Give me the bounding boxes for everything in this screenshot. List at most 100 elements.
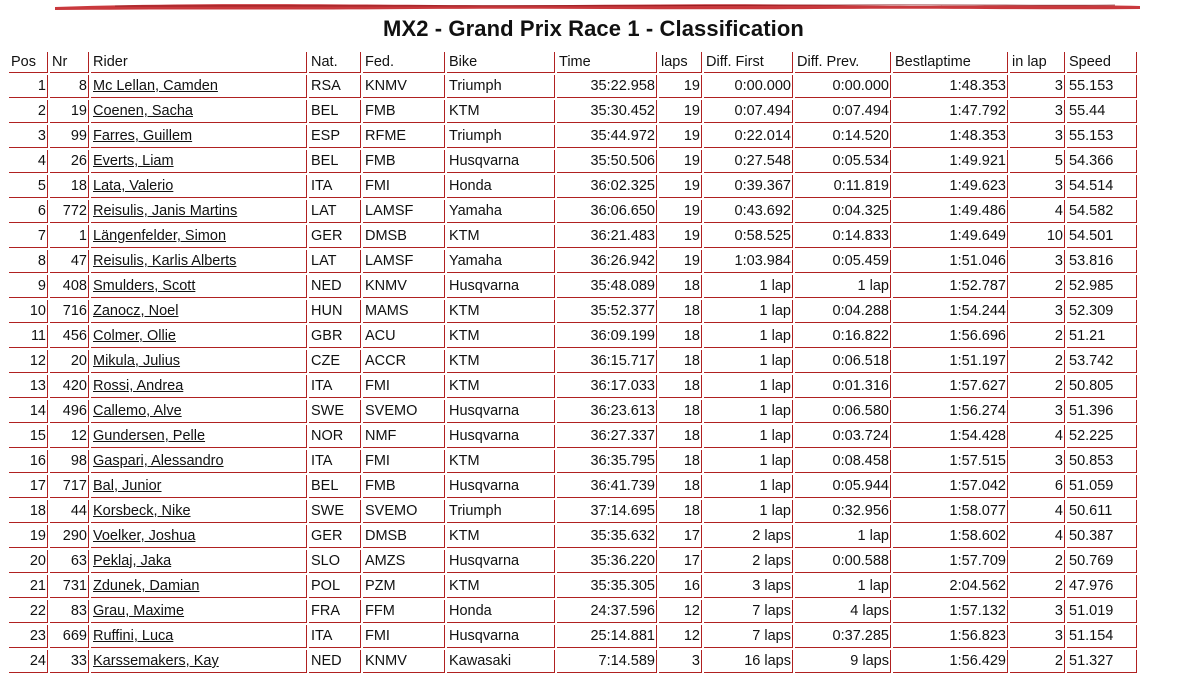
- cell-rider: Gaspari, Alessandro: [91, 450, 307, 473]
- cell-nr: 731: [50, 575, 89, 598]
- cell-fed: FMB: [363, 475, 445, 498]
- cell-speed: 55.44: [1067, 100, 1137, 123]
- cell-diff-first: 0:27.548: [704, 150, 793, 173]
- rider-link[interactable]: Coenen, Sacha: [93, 103, 193, 119]
- rider-link[interactable]: Bal, Junior: [93, 478, 162, 494]
- cell-bike: Triumph: [447, 75, 555, 98]
- header-nr: Nr: [50, 52, 89, 73]
- cell-diff-prev: 1 lap: [795, 275, 891, 298]
- cell-bestlaptime: 1:49.623: [893, 175, 1008, 198]
- cell-in-lap: 3: [1010, 75, 1065, 98]
- rider-link[interactable]: Grau, Maxime: [93, 603, 185, 619]
- cell-in-lap: 10: [1010, 225, 1065, 248]
- cell-diff-prev: 0:03.724: [795, 425, 891, 448]
- rider-link[interactable]: Colmer, Ollie: [93, 328, 176, 344]
- table-row: 11 456 Colmer, Ollie GBR ACU KTM 36:09.199 18 1 …: [9, 325, 1137, 348]
- cell-speed: 52.225: [1067, 425, 1137, 448]
- cell-fed: PZM: [363, 575, 445, 598]
- cell-nr: 717: [50, 475, 89, 498]
- cell-pos: 5: [9, 175, 48, 198]
- cell-diff-first: 1 lap: [704, 450, 793, 473]
- table-row: 22 83 Grau, Maxime FRA FFM Honda 24:37.596 12 7 …: [9, 600, 1137, 623]
- rider-link[interactable]: Mikula, Julius: [93, 353, 181, 369]
- cell-diff-first: 0:58.525: [704, 225, 793, 248]
- table-row: 4 26 Everts, Liam BEL FMB Husqvarna 35:50.506 1…: [9, 150, 1137, 173]
- rider-link[interactable]: Everts, Liam: [93, 153, 174, 169]
- cell-diff-first: 1 lap: [704, 325, 793, 348]
- rider-link[interactable]: Peklaj, Jaka: [93, 553, 172, 569]
- rider-link[interactable]: Gundersen, Pelle: [93, 428, 206, 444]
- header-time: Time: [557, 52, 657, 73]
- table-row: 6 772 Reisulis, Janis Martins LAT LAMSF Yamah…: [9, 200, 1137, 223]
- cell-diff-first: 1 lap: [704, 350, 793, 373]
- cell-diff-first: 0:39.367: [704, 175, 793, 198]
- rider-link[interactable]: Callemo, Alve: [93, 403, 182, 419]
- cell-laps: 16: [659, 575, 702, 598]
- cell-diff-first: 1:03.984: [704, 250, 793, 273]
- cell-rider: Mikula, Julius: [91, 350, 307, 373]
- cell-diff-prev: 0:07.494: [795, 100, 891, 123]
- cell-nr: 669: [50, 625, 89, 648]
- rider-link[interactable]: Ruffini, Luca: [93, 628, 174, 644]
- rider-link[interactable]: Zanocz, Noel: [93, 303, 179, 319]
- cell-bestlaptime: 1:56.823: [893, 625, 1008, 648]
- rider-link[interactable]: Karssemakers, Kay: [93, 653, 219, 669]
- cell-fed: FMB: [363, 150, 445, 173]
- rider-link[interactable]: Reisulis, Karlis Alberts: [93, 253, 237, 269]
- table-row: 10 716 Zanocz, Noel HUN MAMS KTM 35:52.377 18 1 …: [9, 300, 1137, 323]
- cell-in-lap: 3: [1010, 100, 1065, 123]
- cell-time: 24:37.596: [557, 600, 657, 623]
- rider-link[interactable]: Zdunek, Damian: [93, 578, 200, 594]
- cell-time: 37:14.695: [557, 500, 657, 523]
- cell-diff-prev: 0:00.000: [795, 75, 891, 98]
- rider-link[interactable]: Smulders, Scott: [93, 278, 196, 294]
- table-row: 21 731 Zdunek, Damian POL PZM KTM 35:35.305 16 3…: [9, 575, 1137, 598]
- cell-rider: Rossi, Andrea: [91, 375, 307, 398]
- cell-rider: Gundersen, Pelle: [91, 425, 307, 448]
- cell-diff-first: 0:00.000: [704, 75, 793, 98]
- rider-link[interactable]: Reisulis, Janis Martins: [93, 203, 238, 219]
- cell-fed: RFME: [363, 125, 445, 148]
- table-row: 12 20 Mikula, Julius CZE ACCR KTM 36:15.717 18 1…: [9, 350, 1137, 373]
- cell-speed: 53.742: [1067, 350, 1137, 373]
- cell-time: 36:17.033: [557, 375, 657, 398]
- cell-bestlaptime: 1:48.353: [893, 75, 1008, 98]
- rider-link[interactable]: Lata, Valerio: [93, 178, 174, 194]
- cell-pos: 23: [9, 625, 48, 648]
- cell-speed: 55.153: [1067, 75, 1137, 98]
- cell-diff-first: 2 laps: [704, 525, 793, 548]
- header-bike: Bike: [447, 52, 555, 73]
- cell-nr: 99: [50, 125, 89, 148]
- cell-bestlaptime: 1:58.077: [893, 500, 1008, 523]
- rider-link[interactable]: Korsbeck, Nike: [93, 503, 191, 519]
- cell-laps: 19: [659, 250, 702, 273]
- cell-pos: 15: [9, 425, 48, 448]
- cell-diff-prev: 0:05.944: [795, 475, 891, 498]
- rider-link[interactable]: Voelker, Joshua: [93, 528, 196, 544]
- table-row: 2 19 Coenen, Sacha BEL FMB KTM 35:30.452 19 0:07…: [9, 100, 1137, 123]
- cell-pos: 19: [9, 525, 48, 548]
- cell-bike: Husqvarna: [447, 150, 555, 173]
- cell-diff-first: 0:22.014: [704, 125, 793, 148]
- cell-pos: 18: [9, 500, 48, 523]
- cell-laps: 19: [659, 150, 702, 173]
- cell-fed: FFM: [363, 600, 445, 623]
- cell-time: 36:26.942: [557, 250, 657, 273]
- cell-pos: 11: [9, 325, 48, 348]
- cell-speed: 51.019: [1067, 600, 1137, 623]
- rider-link[interactable]: Mc Lellan, Camden: [93, 78, 218, 94]
- header-speed: Speed: [1067, 52, 1137, 73]
- cell-nat: LAT: [309, 200, 361, 223]
- rider-link[interactable]: Rossi, Andrea: [93, 378, 184, 394]
- rider-link[interactable]: Farres, Guillem: [93, 128, 193, 144]
- cell-nat: BEL: [309, 100, 361, 123]
- cell-nat: ESP: [309, 125, 361, 148]
- cell-pos: 20: [9, 550, 48, 573]
- rider-link[interactable]: Gaspari, Alessandro: [93, 453, 224, 469]
- cell-fed: AMZS: [363, 550, 445, 573]
- rider-link[interactable]: Längenfelder, Simon: [93, 228, 227, 244]
- cell-pos: 8: [9, 250, 48, 273]
- cell-laps: 18: [659, 475, 702, 498]
- cell-rider: Reisulis, Janis Martins: [91, 200, 307, 223]
- cell-speed: 52.985: [1067, 275, 1137, 298]
